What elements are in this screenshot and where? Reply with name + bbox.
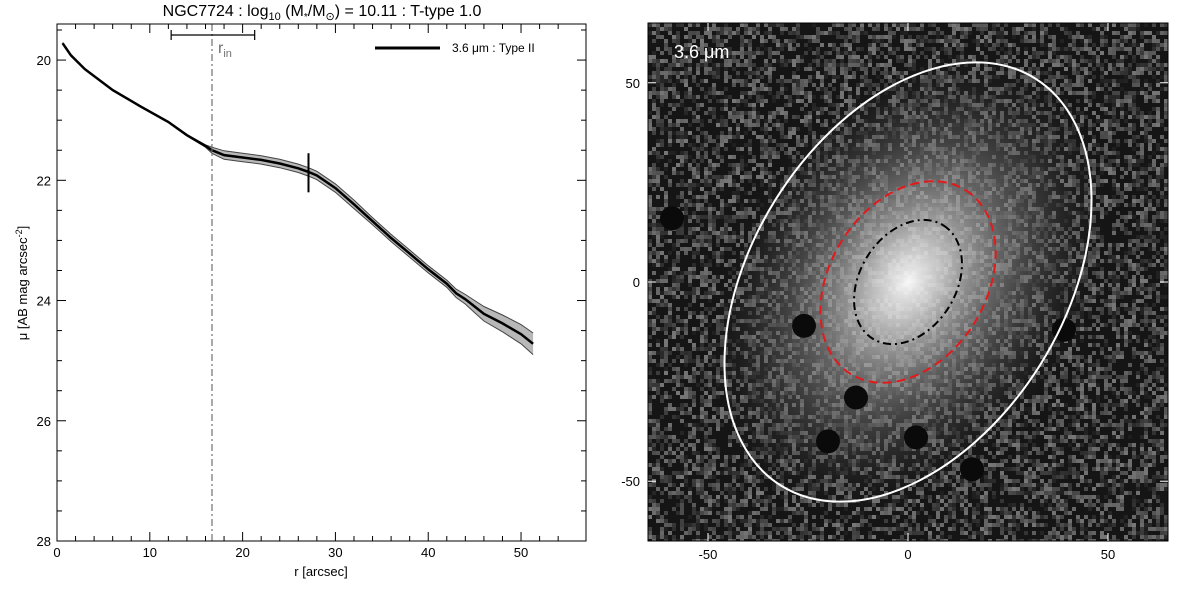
band-label: 3.6 μm <box>674 42 729 62</box>
x-tick-label: 0 <box>53 545 60 560</box>
img-y-tick-label: 0 <box>633 275 640 290</box>
y-tick-label: 28 <box>37 534 51 549</box>
lower-envelope-line <box>62 43 534 355</box>
galaxy-image-panel: 3.6 μm -50 0 50 -50 0 50 <box>621 22 1169 562</box>
star-mask <box>904 425 928 450</box>
profile-x-label: r [arcsec] <box>294 564 347 579</box>
y-tick-label: 20 <box>37 53 51 68</box>
galaxy-light <box>709 51 1107 513</box>
profile-error-band <box>62 42 534 355</box>
x-tick-label: 40 <box>421 545 435 560</box>
img-y-tick-label: -50 <box>621 474 640 489</box>
y-tick-label: 26 <box>37 414 51 429</box>
star-mask <box>844 385 868 410</box>
figure-title: NGC7724 : log10 (M*/M⊙) = 10.11 : T-type… <box>163 3 482 23</box>
x-tick-label: 10 <box>143 545 157 560</box>
star-masks <box>660 206 1076 482</box>
y-tick-label: 24 <box>37 294 51 309</box>
img-x-tick-label: -50 <box>699 547 718 562</box>
star-mask <box>660 206 684 231</box>
profile-plot: rin 0 10 20 30 40 50 20 22 24 26 28 3.6 μm : Type … <box>14 23 587 579</box>
r-in-marker: rin <box>170 24 256 541</box>
isophote-ellipses <box>723 61 1093 503</box>
star-mask <box>1052 317 1076 342</box>
img-y-tick-label: 50 <box>626 76 640 91</box>
image-axes: -50 0 50 -50 0 50 <box>621 23 1168 562</box>
error-band <box>62 42 534 355</box>
ellipse-r_in <box>853 218 963 346</box>
profile-y-label: μ [AB mag arcsec-2] <box>14 226 30 341</box>
r-in-label: rin <box>218 40 232 60</box>
star-mask <box>960 457 984 482</box>
star-mask <box>792 313 816 338</box>
img-x-tick-label: 50 <box>1101 547 1115 562</box>
legend-label: 3.6 μm : Type II <box>452 41 535 55</box>
star-mask <box>816 429 840 454</box>
profile-line <box>61 42 534 345</box>
upper-envelope-line <box>62 42 534 334</box>
ellipse-outer <box>723 61 1093 503</box>
y-tick-label: 22 <box>37 173 51 188</box>
img-x-tick-label: 0 <box>904 547 911 562</box>
x-tick-label: 50 <box>514 545 528 560</box>
profile-legend: 3.6 μm : Type II <box>375 41 535 55</box>
profile-lines <box>61 42 534 355</box>
profile-frame <box>56 23 587 542</box>
x-tick-label: 20 <box>235 545 249 560</box>
profile-axes: 0 10 20 30 40 50 20 22 24 26 28 <box>37 24 586 560</box>
x-tick-label: 30 <box>328 545 342 560</box>
ellipse-break <box>819 180 997 384</box>
